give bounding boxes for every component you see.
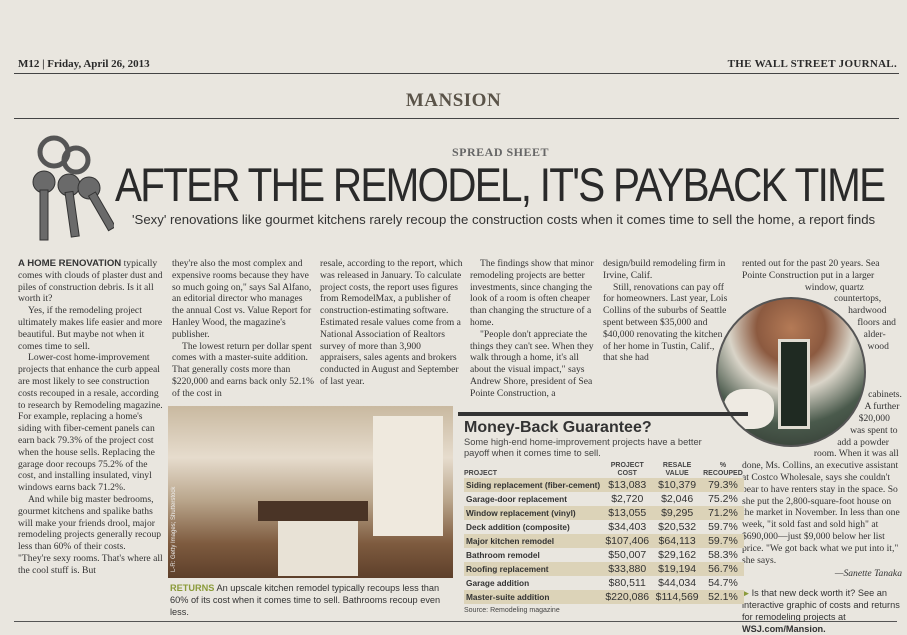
table-row: Garage-door replacement $2,720 $2,046 75.2% (464, 492, 744, 506)
paragraph: Still, renovations can pay off for homeo… (603, 281, 728, 364)
divider (14, 73, 899, 74)
table-row: Garage addition $80,511 $44,034 54.7% (464, 576, 744, 590)
col-header: RESALE VALUE (662, 462, 692, 477)
col-header: PROJECT (464, 469, 498, 477)
table-cell: $19,194 (652, 562, 702, 576)
divider (14, 118, 899, 119)
table-cell: $13,055 (602, 506, 653, 520)
table-row: Deck addition (composite) $34,403 $20,532 5… (464, 520, 744, 534)
table-cell: $220,086 (602, 590, 653, 604)
paragraph: resale, according to the report, which w… (320, 258, 463, 387)
article-column-4: The findings show that minor remodeling … (470, 258, 598, 400)
article-column-2: they're also the most complex and expens… (172, 258, 315, 400)
table-cell: $44,034 (658, 577, 697, 589)
table-cell: $64,113 (652, 534, 702, 548)
article-column-3: resale, according to the report, which w… (320, 258, 463, 388)
table-row: Window replacement (vinyl) $13,055 $9,295 7… (464, 506, 744, 520)
promo-link[interactable]: WSJ.com/Mansion. (742, 623, 826, 634)
article-column-1: A HOME RENOVATION typically comes with c… (18, 258, 164, 577)
col-header: PROJECT COST (610, 462, 644, 477)
keys-icon (32, 135, 114, 241)
table-cell: 56.7% (701, 562, 744, 576)
table-cell: $107,406 (602, 534, 653, 548)
paragraph: rented out for the past 20 years. Sea Po… (742, 258, 902, 566)
table-cell: Deck addition (composite) (466, 522, 570, 532)
data-table-box: Money-Back Guarantee? Some high-end home… (458, 412, 748, 617)
table-cell: 52.1% (701, 590, 744, 604)
paragraph: typically comes with clouds of plaster d… (18, 258, 163, 305)
table-cell: $9,295 (652, 506, 702, 520)
headline: AFTER THE REMODEL, IT'S PAYBACK TIME (115, 158, 886, 211)
remodel-table: PROJECT PROJECT COST RESALE VALUE % RECO… (464, 462, 744, 604)
divider (14, 621, 897, 622)
table-cell: 79.3% (701, 478, 744, 492)
paragraph: The findings show that minor remodeling … (470, 258, 594, 328)
kitchen-photo (168, 406, 453, 578)
paragraph: The lowest return per dollar spent comes… (172, 340, 315, 399)
paragraph: "They're sexy rooms. That's where all th… (18, 552, 163, 576)
table-cell: $33,880 (602, 562, 653, 576)
table-cell: Bathroom remodel (466, 550, 540, 560)
table-cell: 59.7% (708, 521, 738, 533)
table-cell: 58.3% (708, 549, 738, 561)
photo-credit: L-R: Getty Images; Shutterstock (171, 486, 177, 572)
paragraph: "People don't appreciate the things they… (470, 328, 594, 399)
table-cell: $10,379 (652, 478, 702, 492)
paragraph: Yes, if the remodeling project ultimatel… (18, 305, 163, 352)
bathroom-photo (716, 297, 866, 447)
kicker: SPREAD SHEET (452, 145, 550, 159)
page-folio: M12 | Friday, April 26, 2013 (18, 58, 150, 70)
table-row: Major kitchen remodel $107,406 $64,113 59.7… (464, 534, 744, 548)
lead-in: A HOME RENOVATION (18, 258, 122, 269)
subheadline: 'Sexy' renovations like gourmet kitchens… (132, 212, 876, 227)
table-row: Siding replacement (fiber-cement) $13,083… (464, 478, 744, 492)
table-cell: Window replacement (vinyl) (464, 506, 603, 520)
table-cell: 59.7% (701, 534, 744, 548)
paragraph: they're also the most complex and expens… (172, 258, 312, 340)
paragraph: And while big master bedrooms, gourmet k… (18, 493, 162, 553)
promo-text: Is that new deck worth it? See an intera… (742, 588, 900, 622)
table-row: Roofing replacement $33,880 $19,194 56.7% (464, 562, 744, 576)
table-cell: Garage addition (466, 578, 530, 588)
table-subtitle: Some high-end home-improvement projects … (464, 437, 702, 458)
table-cell: Siding replacement (fiber-cement) (464, 478, 603, 492)
arrow-icon: ▶ (742, 588, 750, 599)
table-cell: $80,511 (608, 577, 646, 589)
table-cell: Garage-door replacement (466, 494, 567, 504)
web-promo: ▶ Is that new deck worth it? See an inte… (742, 588, 902, 635)
photo-caption: RETURNS An upscale kitchen remodel typic… (170, 582, 455, 618)
section-title: MANSION (405, 90, 502, 111)
article-column-6: rented out for the past 20 years. Sea Po… (742, 258, 902, 635)
table-title: Money-Back Guarantee? (464, 419, 652, 436)
newspaper-name: THE WALL STREET JOURNAL. (727, 58, 897, 70)
col-header: % RECOUPED (703, 462, 743, 477)
table-cell: $2,720 (611, 493, 644, 505)
paragraph: Lower-cost home-improvement projects tha… (18, 352, 163, 494)
article-column-5: design/build remodeling firm in Irvine, … (603, 258, 736, 408)
table-cell: Master-suite addition (464, 590, 603, 604)
caption-lead: RETURNS (170, 583, 215, 593)
table-cell: $50,007 (608, 549, 647, 561)
table-cell: $13,083 (602, 478, 653, 492)
byline: —Sanette Tanaka (834, 568, 902, 580)
table-cell: 71.2% (701, 506, 744, 520)
table-row: Master-suite addition $220,086 $114,569 52.… (464, 590, 744, 604)
table-cell: Major kitchen remodel (464, 534, 603, 548)
table-row: Bathroom remodel $50,007 $29,162 58.3% (464, 548, 744, 562)
table-source: Source: Remodeling magazine (464, 607, 560, 614)
table-cell: $2,046 (661, 493, 694, 505)
table-cell: Roofing replacement (464, 562, 603, 576)
table-cell: 54.7% (708, 577, 738, 589)
table-cell: $29,162 (658, 549, 697, 561)
paragraph: design/build remodeling firm in Irvine, … (603, 258, 726, 281)
table-cell: $114,569 (652, 590, 702, 604)
table-cell: 75.2% (708, 493, 738, 505)
table-cell: $20,532 (658, 521, 697, 533)
table-cell: $34,403 (608, 521, 647, 533)
caption-text: An upscale kitchen remodel typically rec… (170, 583, 441, 617)
